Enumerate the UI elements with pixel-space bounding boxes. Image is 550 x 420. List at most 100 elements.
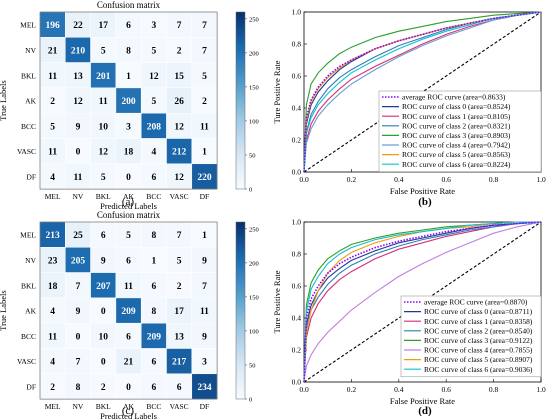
roc-series-line <box>303 11 542 173</box>
x-axis-label: Predicted Labels <box>100 411 157 420</box>
heatmap-cell-label: 7 <box>76 358 81 368</box>
heatmap-cell <box>140 247 167 273</box>
legend-entry: ROC curve of class 6 (area=0.9036) <box>424 365 533 374</box>
x-tick-label: BKL <box>96 402 111 411</box>
colorbar-tick-label: 150 <box>249 84 259 91</box>
x-tick-label: BCC <box>146 192 161 201</box>
heatmap-frame <box>39 221 218 400</box>
y-axis-label: True Labels <box>0 290 8 331</box>
heatmap-cell <box>65 87 91 114</box>
heatmap-cell <box>115 138 142 165</box>
heatmap-cell-label: 21 <box>124 358 134 368</box>
heatmap-cell-label: 18 <box>48 282 58 292</box>
heatmap-cell-label: 6 <box>177 383 182 393</box>
x-tick-label: 0.4 <box>394 175 404 184</box>
heatmap-cell-label: 0 <box>101 358 106 368</box>
heatmap-cell <box>166 163 193 190</box>
heatmap-cell-label: 13 <box>73 72 83 82</box>
x-tick-label: VASC <box>170 402 189 411</box>
heatmap-cell-label: 212 <box>172 148 187 158</box>
y-tick-label: 0.6 <box>292 72 302 81</box>
legend-entry: ROC curve of class 3 (area=0.8903) <box>402 131 511 140</box>
x-tick-label: 0.4 <box>394 385 404 394</box>
heatmap-cell-label: 23 <box>48 256 58 266</box>
x-tick-label: NV <box>73 192 84 201</box>
x-tick-label: 0.0 <box>299 385 309 394</box>
heatmap-cell <box>191 272 218 299</box>
heatmap-cell-label: 21 <box>48 46 58 56</box>
heatmap-cell-label: 15 <box>174 72 184 82</box>
x-tick-label: DF <box>200 402 210 411</box>
heatmap-cell-label: 6 <box>126 332 131 342</box>
heatmap-cell <box>166 221 193 248</box>
y-tick-label: AK <box>25 97 36 106</box>
y-tick-label: 0.0 <box>292 168 302 177</box>
heatmap-cell-label: 8 <box>126 46 131 56</box>
heatmap-cell-label: 10 <box>99 122 109 132</box>
heatmap-cell-label: 200 <box>121 97 136 107</box>
heatmap-cell <box>115 163 142 190</box>
heatmap-cell <box>90 272 117 299</box>
heatmap-cell-label: 7 <box>202 21 207 31</box>
heatmap-cell-label: 0 <box>101 307 106 317</box>
heatmap-cell <box>39 348 66 375</box>
heatmap-cell-label: 205 <box>71 256 86 266</box>
heatmap-cell <box>140 138 167 165</box>
x-tick-label: NV <box>73 402 84 411</box>
y-tick-label: DF <box>26 382 36 391</box>
colorbar-tick-label: 50 <box>249 152 256 159</box>
legend-entry: ROC curve of class 5 (area=0.8563) <box>402 150 511 159</box>
y-axis-label: True Labels <box>0 80 8 121</box>
heatmap-cell-label: 3 <box>202 358 207 368</box>
heatmap-cell <box>166 11 193 38</box>
y-tick-label: BKL <box>21 71 36 80</box>
heatmap-cell <box>39 138 66 165</box>
heatmap-cell-label: 6 <box>101 231 106 241</box>
heatmap-cell-label: 18 <box>124 148 134 158</box>
heatmap-cell <box>39 272 66 299</box>
heatmap-cell <box>39 112 66 139</box>
heatmap-cell-label: 12 <box>73 97 83 107</box>
heatmap-cell <box>65 373 91 400</box>
x-tick-label: 0.6 <box>442 385 452 394</box>
heatmap-cell-label: 4 <box>50 173 55 183</box>
legend-entry: ROC curve of class 1 (area=0.8358) <box>424 317 533 326</box>
heatmap-cell-label: 11 <box>48 148 57 158</box>
heatmap-cell <box>191 37 218 63</box>
y-tick-label: VASC <box>17 357 36 366</box>
heatmap-cell-label: 2 <box>101 383 106 393</box>
heatmap-cell-label: 7 <box>177 21 182 31</box>
heatmap-cell-label: 7 <box>177 231 182 241</box>
heatmap-cell-label: 8 <box>151 307 156 317</box>
roc-series-line <box>303 221 542 383</box>
heatmap-cell-label: 12 <box>174 173 184 183</box>
panel-label: (d) <box>418 405 432 417</box>
panel-label: (b) <box>418 196 432 208</box>
heatmap-cell <box>90 348 117 375</box>
heatmap-cell-label: 11 <box>200 122 209 132</box>
legend-entry: ROC curve of class 3 (area=0.9122) <box>424 336 533 345</box>
heatmap-cell <box>90 112 117 139</box>
heatmap-cell <box>65 322 91 349</box>
x-axis-label: Predicted Labels <box>100 201 157 211</box>
heatmap-cell-label: 217 <box>172 358 187 368</box>
heatmap-cell-label: 196 <box>46 21 61 31</box>
x-tick-label: MEL <box>45 192 61 201</box>
y-axis-label: Ture Positive Rate <box>272 270 282 333</box>
colorbar-tick-label: 200 <box>249 50 259 57</box>
heatmap-cell-label: 210 <box>71 46 86 56</box>
y-tick-label: VASC <box>17 147 36 156</box>
heatmap-cell-label: 6 <box>151 358 156 368</box>
y-tick-label: 0.0 <box>292 378 302 387</box>
legend-entry: ROC curve of class 2 (area=0.8321) <box>402 121 511 130</box>
x-tick-label: 0.0 <box>299 175 309 184</box>
legend-box <box>378 90 542 173</box>
heatmap-cell-label: 0 <box>76 332 81 342</box>
heatmap-cell-label: 7 <box>76 282 81 292</box>
x-tick-label: BCC <box>146 402 161 411</box>
legend-entry: ROC curve of class 4 (area=0.7855) <box>424 346 533 355</box>
heatmap-cell-label: 9 <box>101 256 106 266</box>
heatmap-cell <box>65 11 91 38</box>
heatmap-cell <box>39 87 66 114</box>
